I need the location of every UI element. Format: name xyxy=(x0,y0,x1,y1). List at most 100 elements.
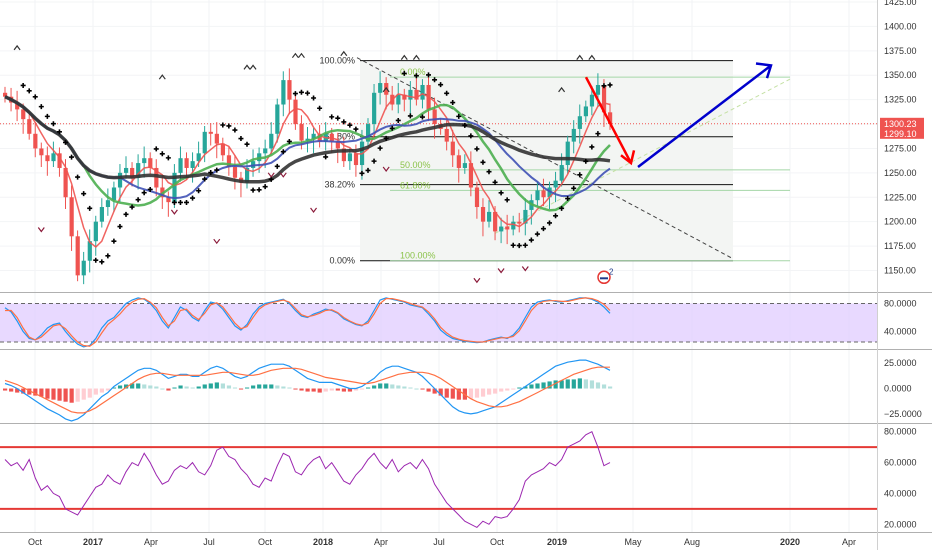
candle-body xyxy=(608,112,613,125)
candle-body xyxy=(523,209,528,224)
macd-histogram-bar xyxy=(111,387,117,389)
candle-body xyxy=(51,153,56,162)
candle-body xyxy=(347,153,353,162)
candle-body xyxy=(124,167,129,173)
fractal-down-marker xyxy=(267,172,275,178)
macd-histogram-bar xyxy=(3,388,8,391)
price-label-text: 1300.23 xyxy=(884,119,917,129)
candle-body xyxy=(93,221,98,242)
rsi-series-line xyxy=(4,431,611,529)
candle-body xyxy=(196,153,201,162)
sar-marker xyxy=(395,117,401,123)
macd-histogram-bar xyxy=(299,388,304,391)
macd-histogram-bar xyxy=(69,388,74,403)
fractal-up-marker xyxy=(558,86,566,93)
macd-histogram-bar xyxy=(105,388,111,391)
sar-marker xyxy=(69,154,75,160)
sar-marker xyxy=(184,199,189,205)
sar-marker xyxy=(528,237,534,243)
fractal-up-marker xyxy=(158,74,166,80)
fractal-down-marker xyxy=(521,266,529,272)
candle-body xyxy=(565,141,570,166)
candle-body xyxy=(474,187,480,208)
candle-body xyxy=(269,133,274,149)
sar-marker xyxy=(323,154,329,160)
macd-histogram-bar xyxy=(232,387,238,389)
sar-marker xyxy=(504,197,510,203)
rsi-tick-label: 60.0000 xyxy=(884,458,917,468)
macd-histogram-bar xyxy=(63,388,68,402)
sar-marker xyxy=(347,122,353,128)
macd-histogram-bar xyxy=(547,381,552,389)
candle-body xyxy=(559,165,564,181)
sar-marker xyxy=(196,188,202,194)
macd-histogram-bar xyxy=(136,383,141,389)
macd-histogram-bar xyxy=(595,382,601,389)
sar-marker xyxy=(165,155,171,161)
sar-marker xyxy=(244,141,250,147)
fractal-up-marker xyxy=(576,54,584,61)
candle-body xyxy=(21,109,26,120)
sar-marker xyxy=(226,123,232,129)
sar-marker xyxy=(220,122,226,128)
candle-body xyxy=(499,226,504,232)
sar-marker xyxy=(292,91,298,97)
moving-average-line xyxy=(4,95,611,212)
candle-body xyxy=(57,153,62,168)
sar-marker xyxy=(129,204,135,210)
candle-body xyxy=(305,138,310,141)
candle-body xyxy=(81,260,86,276)
candle-body xyxy=(511,221,516,230)
forecast-up-arrowhead xyxy=(755,62,773,79)
candle-body xyxy=(184,158,189,168)
sar-marker xyxy=(341,119,347,125)
candle-body xyxy=(130,167,135,178)
macd-histogram-bar xyxy=(117,385,123,389)
forecast-down-arrow xyxy=(584,76,633,164)
sar-marker xyxy=(468,133,474,139)
sar-marker xyxy=(177,199,183,205)
candle-body xyxy=(378,83,383,93)
fractal-down-marker xyxy=(170,209,178,215)
macd-histogram-bar xyxy=(269,384,274,389)
sar-marker xyxy=(595,131,601,137)
time-tick-label: 2018 xyxy=(313,537,333,547)
macd-histogram-bar xyxy=(390,384,395,389)
candle-body xyxy=(444,128,449,142)
macd-histogram-bar xyxy=(480,388,486,397)
time-tick-label: Oct xyxy=(490,537,505,547)
sar-marker xyxy=(456,113,462,119)
sar-marker xyxy=(389,125,395,131)
sar-marker xyxy=(419,114,425,120)
macd-histogram-bar xyxy=(311,388,316,392)
macd-histogram-bar xyxy=(251,385,256,389)
candle-body xyxy=(142,158,147,164)
fractal-down-marker xyxy=(382,166,390,172)
sar-marker xyxy=(123,211,129,217)
sar-marker xyxy=(377,145,383,151)
sar-marker xyxy=(407,113,413,119)
time-tick-label: Oct xyxy=(258,537,273,547)
macd-histogram-bar xyxy=(27,388,32,395)
time-tick-label: Apr xyxy=(374,537,388,547)
macd-histogram-bar xyxy=(499,388,504,392)
fractal-down-marker xyxy=(213,238,221,245)
time-tick-label: 2019 xyxy=(547,537,567,547)
candle-body xyxy=(136,163,141,178)
fib2-level-label: 0.00% xyxy=(400,67,426,77)
sar-marker xyxy=(311,95,317,101)
sar-marker xyxy=(571,185,577,191)
macd-histogram-bar xyxy=(529,384,534,389)
macd-histogram-bar xyxy=(184,386,189,389)
sar-marker xyxy=(413,73,419,79)
sar-marker xyxy=(474,146,480,152)
sar-marker xyxy=(583,158,589,164)
moving-average-line xyxy=(4,95,611,184)
macd-histogram-bar xyxy=(450,388,455,399)
candle-body xyxy=(117,172,123,188)
macd-histogram-bar xyxy=(408,387,413,389)
macd-histogram-bar xyxy=(589,380,595,389)
price-label-box xyxy=(880,117,924,129)
price-tick-label: 1275.00 xyxy=(884,143,917,153)
sar-marker xyxy=(75,174,81,180)
